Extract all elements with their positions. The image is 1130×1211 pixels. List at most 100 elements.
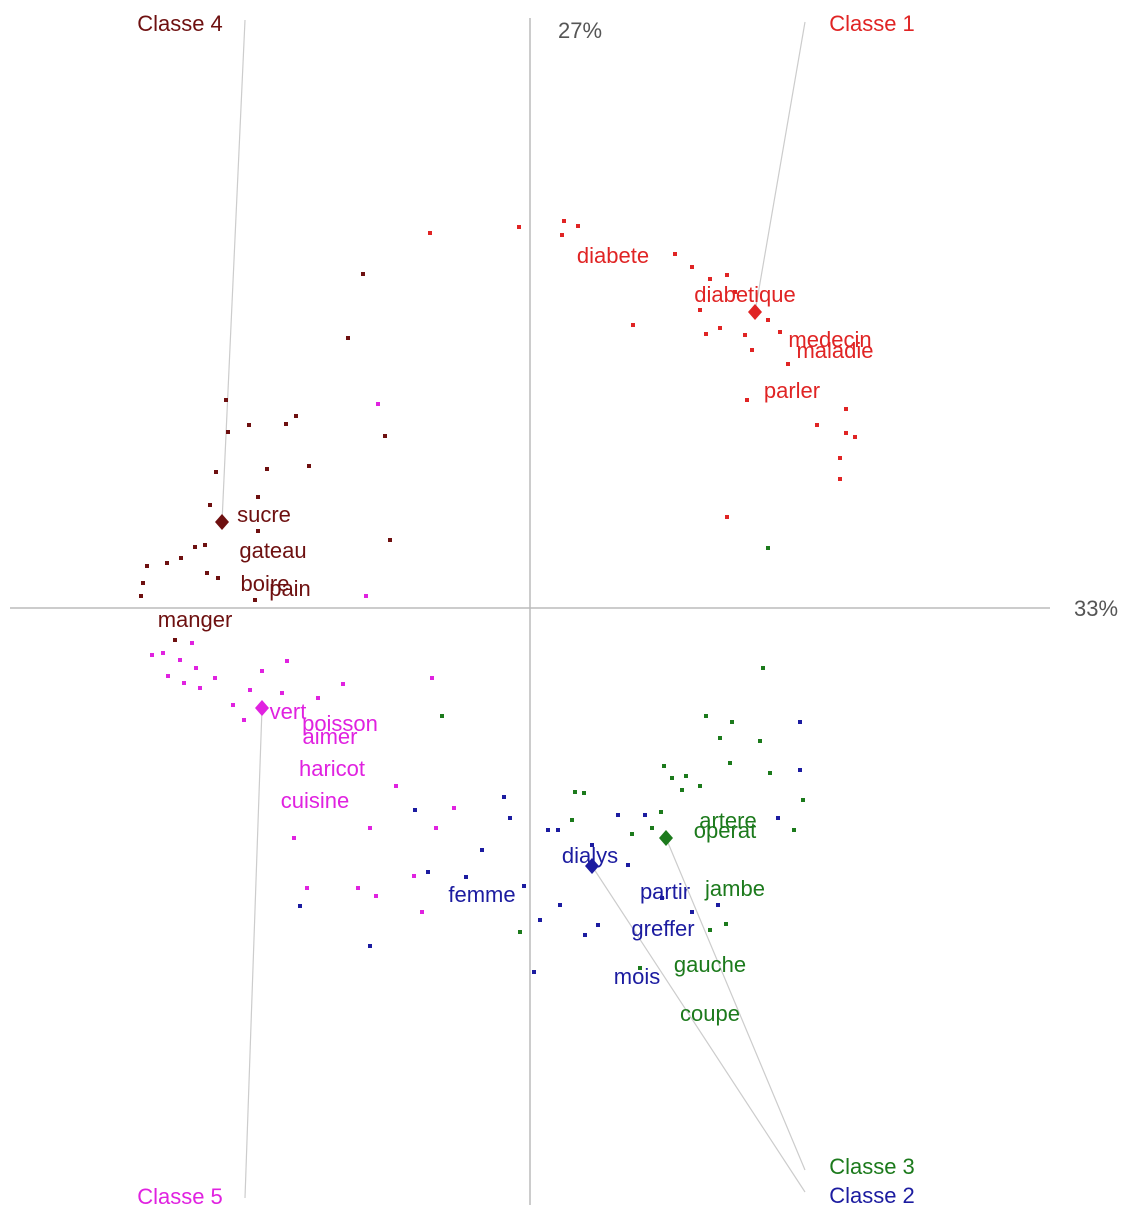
point xyxy=(383,434,387,438)
word-label: diabetique xyxy=(694,282,796,307)
point xyxy=(518,930,522,934)
point xyxy=(838,456,842,460)
leader-line xyxy=(665,837,806,1171)
point xyxy=(725,515,729,519)
point xyxy=(690,265,694,269)
point xyxy=(638,966,642,970)
point xyxy=(452,806,456,810)
point xyxy=(673,252,677,256)
point xyxy=(716,903,720,907)
point xyxy=(430,676,434,680)
point xyxy=(426,870,430,874)
word-label: haricot xyxy=(299,756,365,781)
point xyxy=(815,423,819,427)
leader-line xyxy=(591,865,806,1193)
point xyxy=(596,923,600,927)
point xyxy=(190,641,194,645)
point xyxy=(690,910,694,914)
point xyxy=(413,808,417,812)
point xyxy=(704,332,708,336)
point xyxy=(522,884,526,888)
point xyxy=(517,225,521,229)
point xyxy=(248,688,252,692)
point xyxy=(361,272,365,276)
point xyxy=(285,659,289,663)
point xyxy=(844,431,848,435)
point xyxy=(562,219,566,223)
point xyxy=(576,224,580,228)
x-axis-label: 33% xyxy=(1074,596,1118,621)
point xyxy=(226,430,230,434)
centroid xyxy=(585,858,599,874)
point xyxy=(216,576,220,580)
point xyxy=(733,290,737,294)
word-label: maladie xyxy=(796,338,873,363)
point xyxy=(305,886,309,890)
point xyxy=(284,422,288,426)
point xyxy=(570,818,574,822)
point xyxy=(208,503,212,507)
point xyxy=(708,928,712,932)
point xyxy=(616,813,620,817)
point xyxy=(388,538,392,542)
point xyxy=(166,674,170,678)
point xyxy=(766,318,770,322)
point xyxy=(307,464,311,468)
point xyxy=(761,666,765,670)
word-label: manger xyxy=(158,607,233,632)
point xyxy=(178,658,182,662)
point xyxy=(573,790,577,794)
word-label: medecin xyxy=(788,327,871,352)
point xyxy=(626,863,630,867)
point xyxy=(662,764,666,768)
point xyxy=(502,795,506,799)
point xyxy=(298,904,302,908)
point xyxy=(698,784,702,788)
point xyxy=(786,362,790,366)
word-label: mois xyxy=(614,964,660,989)
word-label: aimer xyxy=(302,724,357,749)
point xyxy=(684,774,688,778)
legend-label: Classe 5 xyxy=(137,1184,223,1209)
point xyxy=(150,653,154,657)
point xyxy=(139,594,143,598)
point xyxy=(376,402,380,406)
point xyxy=(725,273,729,277)
point xyxy=(546,828,550,832)
point xyxy=(214,470,218,474)
point xyxy=(724,922,728,926)
point xyxy=(630,832,634,836)
point xyxy=(265,467,269,471)
word-label: operat xyxy=(694,818,756,843)
point xyxy=(198,686,202,690)
point xyxy=(253,598,257,602)
point xyxy=(798,720,802,724)
word-label: femme xyxy=(448,882,515,907)
point xyxy=(670,776,674,780)
point xyxy=(173,638,177,642)
point xyxy=(341,682,345,686)
point xyxy=(203,543,207,547)
point xyxy=(558,903,562,907)
point xyxy=(778,330,782,334)
point xyxy=(590,843,594,847)
point xyxy=(194,666,198,670)
point xyxy=(420,910,424,914)
point xyxy=(650,826,654,830)
word-label: diabete xyxy=(577,243,649,268)
point xyxy=(730,720,734,724)
point xyxy=(708,277,712,281)
y-axis-label: 27% xyxy=(558,18,602,43)
point xyxy=(316,696,320,700)
point xyxy=(631,323,635,327)
point xyxy=(260,669,264,673)
point xyxy=(213,676,217,680)
centroid xyxy=(748,304,762,320)
centroid xyxy=(255,700,269,716)
word-label: boire xyxy=(241,571,290,596)
point xyxy=(394,784,398,788)
point xyxy=(247,423,251,427)
point xyxy=(231,703,235,707)
point xyxy=(145,564,149,568)
